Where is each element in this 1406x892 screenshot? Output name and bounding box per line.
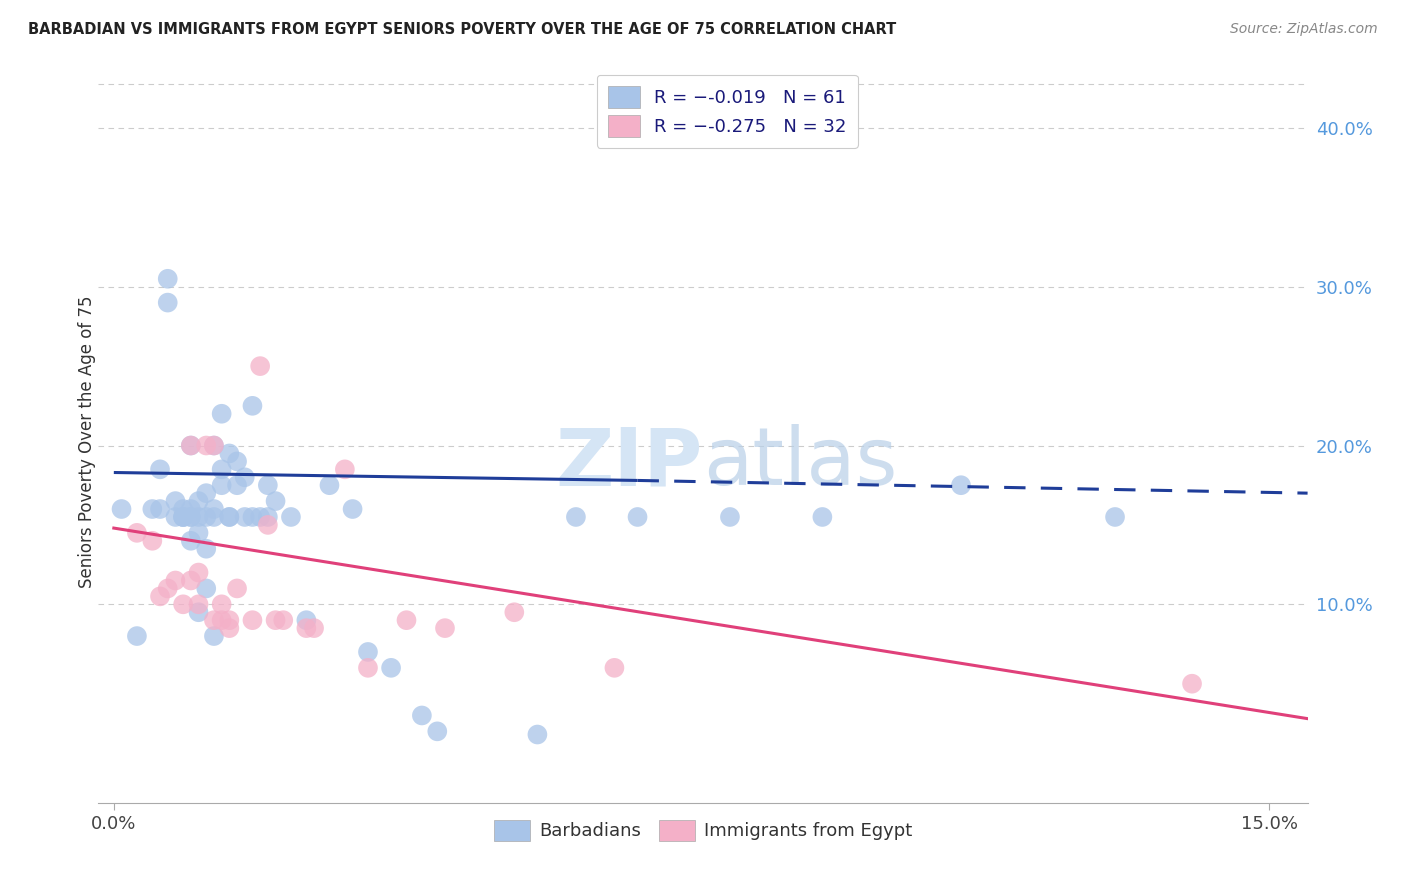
- Point: [172, 502, 194, 516]
- Point: [211, 462, 233, 476]
- Legend: Barbadians, Immigrants from Egypt: Barbadians, Immigrants from Egypt: [486, 813, 920, 848]
- Point: [149, 462, 172, 476]
- Point: [156, 582, 179, 596]
- Point: [257, 478, 280, 492]
- Point: [257, 510, 280, 524]
- Point: [172, 510, 194, 524]
- Point: [411, 708, 433, 723]
- Point: [233, 470, 256, 484]
- Point: [202, 438, 225, 452]
- Point: [950, 478, 973, 492]
- Point: [811, 510, 834, 524]
- Point: [295, 621, 318, 635]
- Point: [211, 407, 233, 421]
- Point: [165, 510, 187, 524]
- Point: [218, 446, 240, 460]
- Point: [218, 510, 240, 524]
- Point: [242, 510, 264, 524]
- Point: [165, 494, 187, 508]
- Point: [195, 510, 218, 524]
- Point: [172, 510, 194, 524]
- Point: [565, 510, 588, 524]
- Point: [295, 613, 318, 627]
- Point: [202, 502, 225, 516]
- Point: [333, 462, 356, 476]
- Point: [218, 510, 240, 524]
- Point: [433, 621, 456, 635]
- Point: [187, 494, 209, 508]
- Point: [211, 613, 233, 627]
- Point: [180, 438, 202, 452]
- Point: [233, 510, 256, 524]
- Point: [264, 613, 287, 627]
- Point: [187, 597, 209, 611]
- Point: [141, 502, 163, 516]
- Point: [302, 621, 325, 635]
- Point: [211, 597, 233, 611]
- Point: [226, 454, 249, 468]
- Point: [180, 533, 202, 548]
- Point: [218, 613, 240, 627]
- Point: [426, 724, 449, 739]
- Point: [149, 502, 172, 516]
- Point: [195, 541, 218, 556]
- Point: [257, 517, 280, 532]
- Point: [342, 502, 364, 516]
- Point: [156, 272, 179, 286]
- Point: [318, 478, 340, 492]
- Point: [1181, 676, 1204, 690]
- Point: [172, 510, 194, 524]
- Point: [211, 478, 233, 492]
- Point: [195, 438, 218, 452]
- Point: [187, 605, 209, 619]
- Point: [357, 645, 380, 659]
- Text: Source: ZipAtlas.com: Source: ZipAtlas.com: [1230, 22, 1378, 37]
- Point: [226, 478, 249, 492]
- Point: [125, 629, 148, 643]
- Y-axis label: Seniors Poverty Over the Age of 75: Seniors Poverty Over the Age of 75: [79, 295, 96, 588]
- Point: [271, 613, 294, 627]
- Point: [357, 661, 380, 675]
- Point: [218, 621, 240, 635]
- Point: [187, 566, 209, 580]
- Point: [125, 525, 148, 540]
- Point: [242, 399, 264, 413]
- Text: BARBADIAN VS IMMIGRANTS FROM EGYPT SENIORS POVERTY OVER THE AGE OF 75 CORRELATIO: BARBADIAN VS IMMIGRANTS FROM EGYPT SENIO…: [28, 22, 897, 37]
- Point: [187, 525, 209, 540]
- Point: [526, 727, 548, 741]
- Point: [503, 605, 526, 619]
- Point: [195, 486, 218, 500]
- Point: [626, 510, 648, 524]
- Point: [249, 510, 271, 524]
- Point: [180, 510, 202, 524]
- Point: [202, 613, 225, 627]
- Point: [180, 510, 202, 524]
- Point: [156, 295, 179, 310]
- Point: [226, 582, 249, 596]
- Point: [1104, 510, 1126, 524]
- Point: [280, 510, 302, 524]
- Text: ZIP: ZIP: [555, 425, 703, 502]
- Point: [202, 438, 225, 452]
- Point: [395, 613, 418, 627]
- Point: [202, 629, 225, 643]
- Point: [195, 582, 218, 596]
- Point: [242, 613, 264, 627]
- Point: [180, 574, 202, 588]
- Point: [180, 502, 202, 516]
- Point: [380, 661, 402, 675]
- Point: [202, 510, 225, 524]
- Point: [172, 597, 194, 611]
- Point: [141, 533, 163, 548]
- Point: [165, 574, 187, 588]
- Point: [180, 438, 202, 452]
- Point: [110, 502, 132, 516]
- Point: [149, 590, 172, 604]
- Text: atlas: atlas: [703, 425, 897, 502]
- Point: [264, 494, 287, 508]
- Point: [187, 510, 209, 524]
- Point: [603, 661, 626, 675]
- Point: [249, 359, 271, 373]
- Point: [718, 510, 741, 524]
